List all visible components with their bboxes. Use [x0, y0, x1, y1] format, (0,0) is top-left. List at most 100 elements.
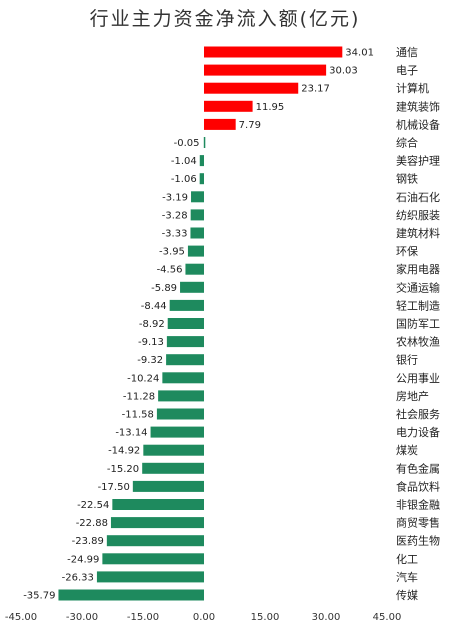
data-label: 7.79	[239, 120, 261, 131]
category-label: 综合	[396, 136, 418, 150]
data-label: -15.20	[107, 464, 139, 475]
data-label: -22.88	[76, 518, 108, 529]
category-label: 建筑材料	[396, 226, 440, 240]
category-label: 纺织服装	[396, 208, 440, 222]
data-label: -11.58	[122, 410, 154, 421]
data-label: -1.06	[171, 174, 197, 185]
data-label: 34.01	[345, 48, 374, 59]
data-label: -14.92	[108, 446, 140, 457]
x-tick-label: -45.00	[5, 612, 37, 623]
bar	[204, 82, 299, 94]
category-label: 汽车	[396, 570, 418, 584]
data-label: -17.50	[98, 482, 130, 493]
category-label: 社会服务	[396, 407, 440, 421]
bar	[190, 227, 204, 239]
category-label: 家用电器	[396, 262, 440, 276]
category-label: 建筑装饰	[396, 99, 440, 113]
bar	[167, 318, 204, 329]
category-label: 有色金属	[396, 461, 440, 475]
category-label: 传媒	[396, 589, 418, 602]
bar	[102, 553, 204, 565]
bar	[166, 336, 204, 348]
data-label: -10.24	[127, 373, 159, 384]
bars-group	[58, 46, 343, 601]
bar	[156, 408, 204, 420]
data-label: -13.14	[115, 428, 147, 439]
category-labels-group: 通信电子计算机建筑装饰机械设备综合美容护理钢铁石油石化纺织服装建筑材料环保家用电…	[396, 46, 440, 602]
bar	[169, 299, 204, 311]
bar	[166, 354, 204, 366]
data-label: -24.99	[67, 554, 99, 565]
bar	[204, 118, 236, 130]
category-label: 环保	[396, 244, 418, 258]
data-label: -9.32	[137, 355, 163, 366]
x-tick-label: 45.00	[373, 612, 402, 623]
data-label: -11.28	[123, 391, 155, 402]
bar	[132, 480, 204, 492]
bar	[106, 535, 204, 547]
bar	[187, 245, 204, 257]
x-tick-label: 30.00	[312, 612, 341, 623]
category-label: 非银金融	[396, 498, 440, 512]
category-label: 机械设备	[396, 117, 440, 131]
category-label: 食品饮料	[396, 479, 440, 493]
data-label: 30.03	[329, 66, 358, 77]
bar	[110, 517, 204, 529]
bar	[199, 173, 204, 185]
bar	[190, 209, 204, 221]
category-label: 轻工制造	[396, 298, 440, 312]
bar	[58, 589, 205, 601]
data-label: -3.28	[162, 210, 188, 221]
category-label: 电力设备	[396, 425, 440, 439]
bar	[204, 46, 343, 58]
data-label: -22.54	[77, 500, 109, 511]
value-labels-group: 34.01 30.03 23.17 11.95 7.79 -0.05 -1.04 -1.06 -…	[23, 48, 374, 602]
data-label: -5.89	[151, 283, 177, 294]
category-label: 房地产	[396, 389, 429, 403]
bar	[96, 571, 204, 583]
x-tick-label: 15.00	[251, 612, 280, 623]
x-tick-label: -15.00	[127, 612, 159, 623]
category-label: 煤炭	[396, 444, 418, 457]
category-label: 化工	[396, 552, 418, 566]
data-label: -26.33	[62, 572, 94, 583]
category-label: 交通运输	[396, 280, 440, 294]
data-label: -8.92	[139, 319, 165, 330]
data-label: -1.04	[171, 156, 197, 167]
data-label: -3.19	[162, 192, 188, 203]
bar	[185, 263, 204, 275]
data-label: -8.44	[141, 301, 167, 312]
category-label: 医药生物	[396, 534, 440, 548]
x-tick-label: 0.00	[193, 612, 215, 623]
category-label: 钢铁	[396, 173, 418, 186]
data-label: 23.17	[301, 84, 330, 95]
data-label: -23.89	[72, 536, 104, 547]
data-label: -3.33	[162, 229, 188, 240]
data-label: -9.13	[138, 337, 164, 348]
bar	[191, 191, 204, 203]
bar	[203, 137, 206, 148]
category-label: 通信	[396, 46, 418, 59]
bar	[150, 426, 204, 438]
data-label: 11.95	[256, 102, 285, 113]
bar	[142, 462, 204, 474]
x-axis: -45.00 -30.00 -15.00 0.00 15.00 30.00 45.00	[5, 612, 401, 623]
category-label: 电子	[396, 64, 418, 77]
category-label: 石油石化	[396, 190, 440, 204]
bar	[158, 390, 204, 402]
bar	[180, 281, 204, 293]
category-label: 国防军工	[396, 317, 440, 331]
category-label: 美容护理	[396, 154, 440, 168]
category-label: 计算机	[396, 81, 429, 95]
bar	[199, 155, 204, 167]
bar	[204, 100, 253, 112]
bar	[143, 444, 204, 456]
data-label: -4.56	[157, 265, 183, 276]
category-label: 农林牧渔	[396, 335, 440, 349]
data-label: -0.05	[174, 138, 200, 149]
category-label: 公用事业	[396, 372, 440, 385]
bar	[162, 372, 204, 384]
bar	[112, 499, 204, 510]
bar	[204, 64, 327, 76]
